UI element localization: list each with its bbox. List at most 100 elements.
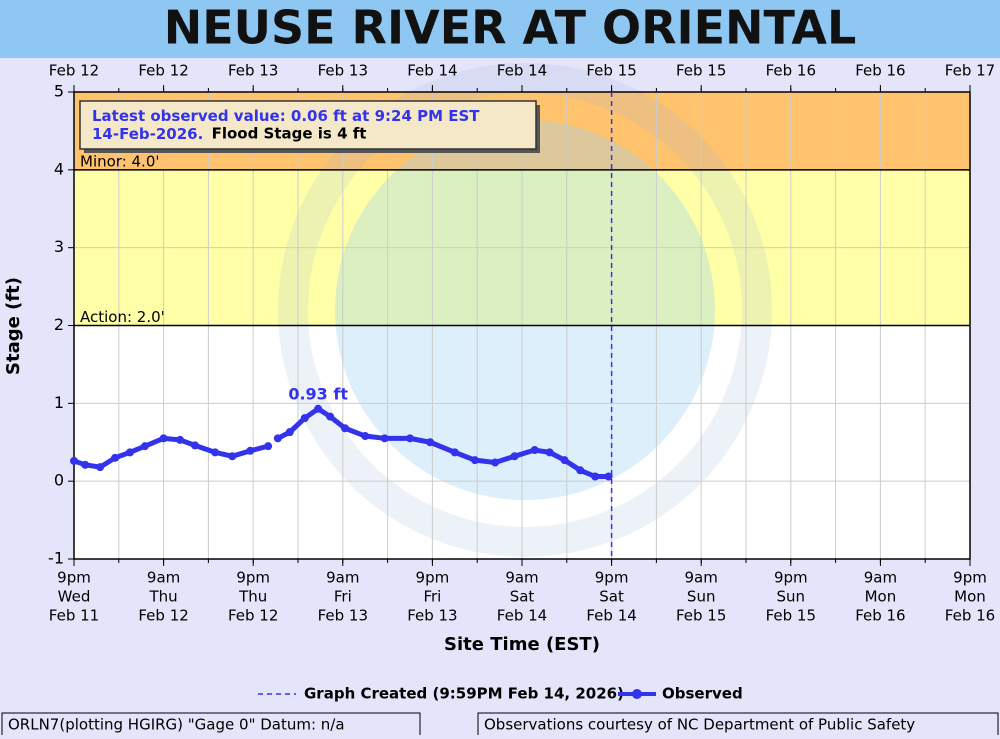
x-tick-label: Feb 13 — [318, 607, 368, 625]
x2-tick-label: Feb 13 — [318, 62, 368, 80]
data-point — [530, 446, 539, 455]
x-tick-label: 9pm — [774, 569, 808, 587]
data-point — [140, 442, 149, 451]
x-tick-label: Sat — [599, 588, 624, 606]
x-tick-label: Feb 12 — [228, 607, 278, 625]
x-tick-label: Fri — [423, 588, 441, 606]
x-tick-label: Feb 16 — [855, 607, 905, 625]
x2-tick-label: Feb 16 — [855, 62, 905, 80]
y-tick-label: 4 — [54, 159, 64, 178]
y-tick-label: 0 — [54, 471, 64, 490]
footer-left: ORLN7(plotting HGIRG) "Gage 0" Datum: n/… — [8, 716, 345, 734]
x-tick-label: 9am — [864, 569, 897, 587]
data-point — [361, 432, 370, 441]
x-tick-label: 9pm — [595, 569, 629, 587]
data-point — [545, 448, 554, 457]
data-point — [591, 472, 600, 481]
x-tick-label: Feb 12 — [138, 607, 188, 625]
x-tick-label: 9am — [326, 569, 359, 587]
data-point — [228, 452, 237, 461]
data-point — [426, 438, 435, 447]
data-point — [314, 404, 323, 413]
y-tick-label: 1 — [54, 393, 64, 412]
legend-created: Graph Created (9:59PM Feb 14, 2026) — [304, 685, 624, 703]
info-observed-line: Latest observed value: 0.06 ft at 9:24 P… — [92, 107, 480, 125]
x-tick-label: Feb 15 — [676, 607, 726, 625]
footer-right: Observations courtesy of NC Department o… — [484, 716, 915, 734]
info-observed-line: 14-Feb-2026. — [92, 125, 203, 143]
data-point — [510, 452, 519, 461]
x-tick-label: Sun — [687, 588, 716, 606]
x-tick-label: Feb 15 — [766, 607, 816, 625]
x-tick-label: Thu — [149, 588, 178, 606]
threshold-label: Action: 2.0' — [80, 308, 165, 326]
x-tick-label: Mon — [865, 588, 897, 606]
watermark — [335, 120, 715, 500]
y-tick-label: -1 — [48, 549, 64, 568]
x-tick-label: Thu — [238, 588, 267, 606]
x2-tick-label: Feb 15 — [586, 62, 636, 80]
x2-tick-label: Feb 14 — [407, 62, 457, 80]
x2-tick-label: Feb 16 — [766, 62, 816, 80]
data-point — [491, 458, 500, 467]
x-tick-label: 9pm — [236, 569, 270, 587]
x2-tick-label: Feb 13 — [228, 62, 278, 80]
legend-observed: Observed — [662, 685, 743, 703]
x-tick-label: Fri — [334, 588, 352, 606]
data-point — [604, 472, 613, 481]
x-tick-label: 9pm — [57, 569, 91, 587]
x2-tick-label: Feb 12 — [49, 62, 99, 80]
data-point — [341, 424, 350, 433]
x-tick-label: 9pm — [953, 569, 987, 587]
data-point — [159, 434, 168, 443]
x2-tick-label: Feb 15 — [676, 62, 726, 80]
x2-tick-label: Feb 17 — [945, 62, 995, 80]
data-point — [380, 434, 389, 443]
info-observed: Latest observed value: 0.06 ft at 9:24 P… — [92, 107, 480, 143]
title-band — [0, 0, 1000, 58]
x2-tick-label: Feb 12 — [138, 62, 188, 80]
chart-title: NEUSE RIVER AT ORIENTAL — [164, 1, 857, 55]
data-point — [111, 453, 120, 462]
data-point — [126, 448, 134, 457]
x-tick-label: 9am — [147, 569, 180, 587]
data-point — [406, 434, 414, 443]
x-tick-label: 9am — [505, 569, 538, 587]
data-point — [96, 463, 105, 472]
x-tick-label: Feb 14 — [586, 607, 636, 625]
info-flood-stage: Flood Stage is 4 ft — [212, 125, 367, 143]
x-tick-label: Sat — [510, 588, 535, 606]
x-tick-label: Sun — [777, 588, 806, 606]
x-tick-label: 9pm — [416, 569, 450, 587]
data-point — [326, 412, 335, 421]
x-tick-label: Feb 11 — [49, 607, 99, 625]
data-point — [176, 435, 185, 444]
peak-label: 0.93 ft — [288, 384, 348, 403]
data-point — [70, 456, 78, 465]
x-tick-label: 9am — [685, 569, 718, 587]
data-point — [264, 442, 273, 451]
data-point — [273, 434, 282, 443]
legend-observed-marker — [632, 689, 642, 699]
data-point — [211, 448, 220, 457]
data-point — [81, 460, 90, 469]
x2-tick-label: Feb 14 — [497, 62, 547, 80]
x-tick-label: Feb 13 — [407, 607, 457, 625]
data-point — [190, 441, 199, 450]
data-point — [450, 448, 459, 457]
y-tick-label: 2 — [54, 315, 64, 334]
data-point — [246, 446, 255, 455]
y-tick-label: 5 — [54, 82, 64, 101]
data-point — [560, 456, 569, 465]
watermark — [278, 63, 772, 557]
x-tick-label: Wed — [58, 588, 91, 606]
x-axis-label: Site Time (EST) — [444, 634, 600, 655]
data-point — [576, 466, 585, 475]
data-point — [300, 414, 309, 423]
x-tick-label: Mon — [954, 588, 986, 606]
threshold-label: Minor: 4.0' — [80, 152, 160, 170]
y-tick-label: 3 — [54, 237, 64, 256]
y-axis-label: Stage (ft) — [3, 277, 24, 375]
